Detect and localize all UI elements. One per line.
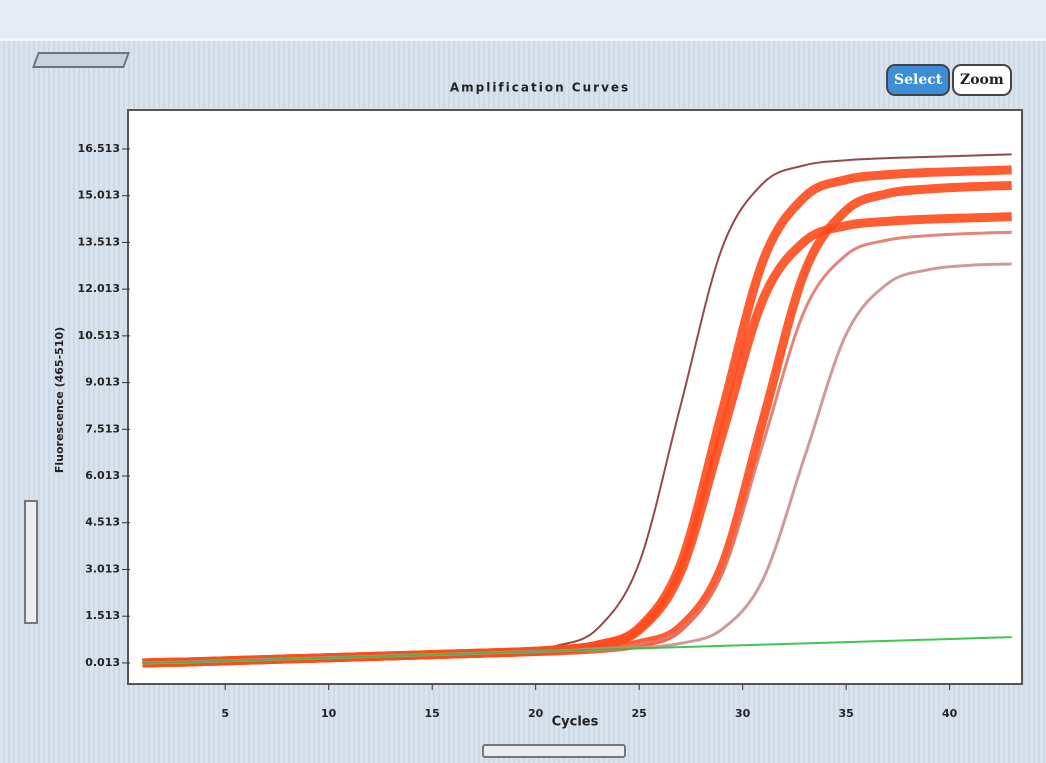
horizontal-scrollbar[interactable]: [482, 744, 626, 758]
chart-title: Amplification Curves: [450, 81, 630, 95]
y-tick-label: 4.513: [85, 516, 120, 529]
x-axis-label: Cycles: [552, 715, 599, 730]
x-tick-label: 30: [735, 707, 751, 720]
x-tick-label: 15: [425, 707, 440, 720]
y-tick-label: 10.513: [78, 329, 120, 342]
y-tick-label: 15.013: [78, 189, 120, 202]
app-window: Select Zoom Amplification Curves Cycles …: [0, 0, 1046, 763]
x-tick-label: 40: [942, 707, 958, 720]
x-tick-label: 35: [838, 707, 853, 720]
x-tick-label: 20: [528, 707, 544, 720]
y-tick-label: 7.513: [85, 422, 120, 435]
x-tick-label: 5: [221, 707, 229, 720]
y-tick-label: 6.013: [85, 469, 120, 482]
y-tick-label: 13.513: [78, 235, 120, 248]
x-tick-label: 25: [632, 707, 647, 720]
y-axis-label: Fluorescence (465-510): [53, 327, 66, 473]
y-tick-label: 3.013: [85, 562, 120, 575]
y-tick-label: 16.513: [78, 142, 120, 155]
vertical-scrollbar[interactable]: [24, 500, 38, 624]
y-tick-label: 1.513: [85, 609, 120, 622]
y-tick-label: 12.013: [78, 282, 120, 295]
chart: Amplification Curves Cycles Fluorescence…: [0, 0, 1046, 763]
y-tick-label: 0.013: [85, 656, 120, 669]
y-tick-label: 9.013: [85, 376, 120, 389]
x-tick-label: 10: [321, 707, 337, 720]
